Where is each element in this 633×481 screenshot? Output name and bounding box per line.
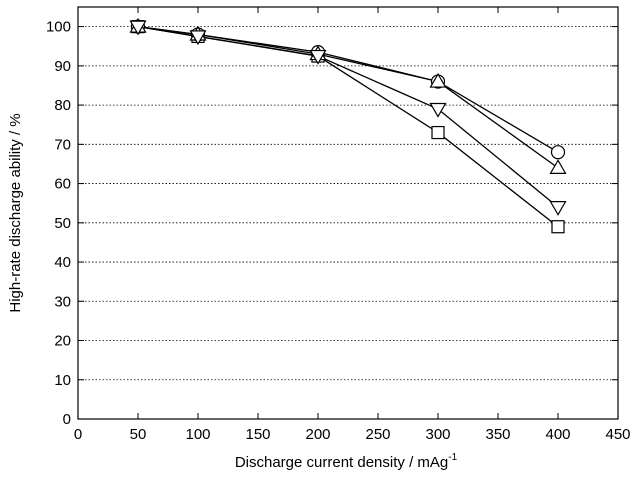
plot-frame (77, 6, 619, 420)
x-tick-label: 150 (245, 426, 270, 443)
marker (189, 30, 207, 46)
x-tick-label: 250 (365, 426, 390, 443)
series-line (137, 25, 559, 169)
y-tick-label: 90 (54, 58, 71, 75)
x-axis-label: Discharge current density / mAg-1 (235, 452, 458, 471)
marker (129, 20, 147, 36)
x-tick-label: 450 (605, 426, 630, 443)
x-axis-label-main: Discharge current density / mAg (235, 454, 448, 471)
y-tick-label: 40 (54, 254, 71, 271)
y-tick-label: 80 (54, 97, 71, 114)
marker (549, 201, 567, 216)
y-tick-label: 10 (54, 372, 71, 389)
marker (551, 220, 565, 234)
y-tick-label: 30 (54, 293, 71, 310)
marker (431, 125, 445, 140)
marker (309, 49, 327, 65)
x-tick-label: 400 (545, 426, 570, 443)
y-tick-label: 20 (54, 333, 71, 350)
series-line (137, 25, 559, 208)
x-axis-label-superscript: -1 (448, 452, 457, 463)
x-tick-label: 50 (130, 426, 147, 443)
marker (549, 159, 567, 174)
x-tick-label: 200 (305, 426, 330, 443)
marker (429, 72, 447, 88)
y-tick-label: 50 (54, 215, 71, 232)
y-tick-label: 60 (54, 176, 71, 193)
y-tick-label: 100 (46, 19, 71, 36)
y-tick-label: 0 (63, 411, 71, 428)
x-tick-label: 100 (185, 426, 210, 443)
series-line (137, 25, 559, 228)
x-tick-label: 300 (425, 426, 450, 443)
x-tick-label: 350 (485, 426, 510, 443)
x-tick-label: 0 (74, 426, 82, 443)
y-tick-label: 70 (54, 136, 71, 153)
y-axis-label: High-rate discharge ability / % (7, 113, 24, 312)
marker (550, 145, 566, 160)
series-line (137, 25, 559, 153)
marker (429, 102, 447, 118)
